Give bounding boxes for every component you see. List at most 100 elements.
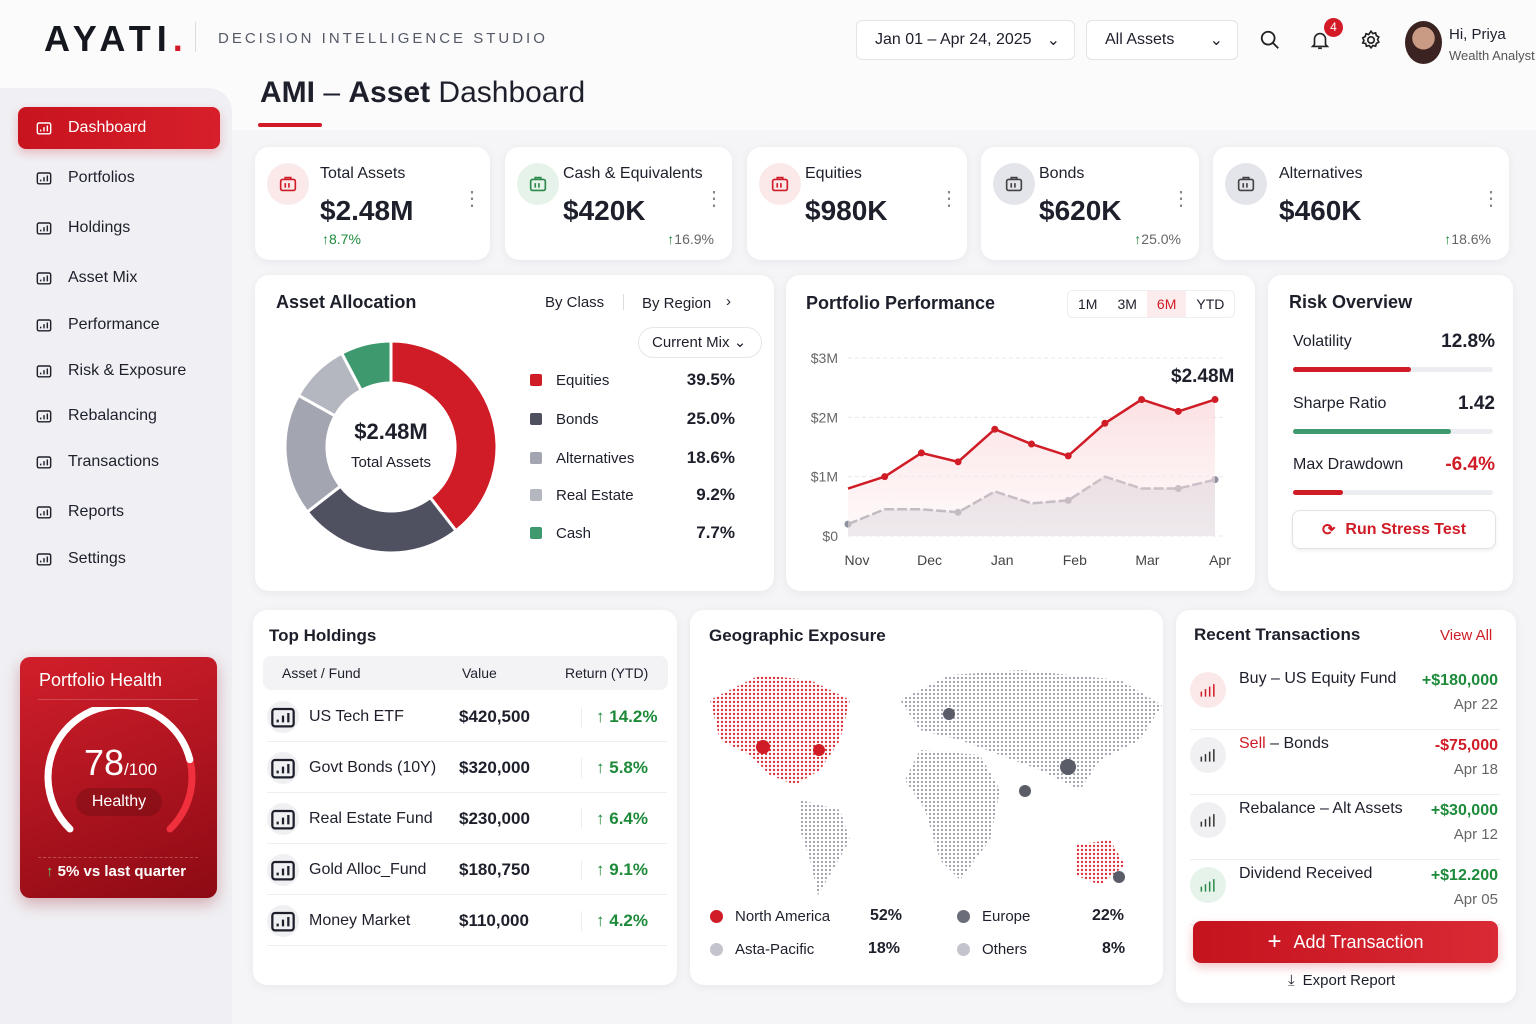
sidebar-item-holdings[interactable]: Holdings <box>18 207 220 249</box>
more-options-icon[interactable]: ⋮ <box>939 188 959 210</box>
search-icon[interactable] <box>1256 26 1284 54</box>
donut-slice-equities[interactable] <box>389 339 499 533</box>
allocation-donut <box>283 339 499 555</box>
col-return: Return (YTD) <box>565 665 649 681</box>
sidebar-item-settings[interactable]: Settings <box>18 538 220 580</box>
kpi-card-equities[interactable]: Equities $980K ⋮ <box>747 147 967 260</box>
geo-legend-item: Others <box>957 941 1027 958</box>
transaction-row[interactable]: Sell – Bonds -$75,000 Apr 18 <box>1190 731 1500 795</box>
sidebar-item-risk-exposure[interactable]: Risk & Exposure <box>18 350 220 392</box>
legend-item: Cash 7.7% <box>530 523 735 543</box>
sidebar-item-dashboard[interactable]: Dashboard <box>18 107 220 149</box>
health-gauge <box>44 707 196 833</box>
building-icon <box>267 802 299 835</box>
kpi-label: Total Assets <box>320 165 406 182</box>
logo[interactable]: AYATI. <box>44 18 189 59</box>
title-underline <box>258 123 322 127</box>
more-options-icon[interactable]: ⋮ <box>462 188 482 210</box>
kpi-card-total-assets[interactable]: Total Assets $2.48M ↑8.7% ⋮ <box>255 147 490 260</box>
legend-dot <box>710 943 723 956</box>
holding-row[interactable]: Govt Bonds (10Y) $320,000 ↑ 5.8% <box>267 743 667 793</box>
tab-by-region[interactable]: By Region <box>642 295 712 312</box>
legend-dot <box>710 910 723 923</box>
y-tick-label: $2M <box>811 409 838 425</box>
more-options-icon[interactable]: ⋮ <box>1171 188 1191 210</box>
more-options-icon[interactable]: ⋮ <box>1481 188 1501 210</box>
holding-row[interactable]: Real Estate Fund $230,000 ↑ 6.4% <box>267 794 667 844</box>
risk-bar <box>1293 367 1493 372</box>
sidebar-item-asset-mix[interactable]: Asset Mix <box>18 257 220 299</box>
risk-title: Risk Overview <box>1289 292 1413 312</box>
arrow-up-icon: ↑ <box>1444 231 1452 247</box>
transaction-row[interactable]: Rebalance – Alt Assets +$30,000 Apr 12 <box>1190 796 1500 860</box>
data-point <box>1101 419 1109 427</box>
add-transaction-button[interactable]: + Add Transaction <box>1193 921 1498 963</box>
map-marker <box>1060 759 1076 775</box>
kpi-label: Alternatives <box>1279 165 1363 182</box>
range-3m[interactable]: 3M <box>1117 296 1137 312</box>
x-tick-label: Nov <box>845 552 870 568</box>
transaction-row[interactable]: Dividend Received +$12.200 Apr 05 <box>1190 861 1500 925</box>
asset-filter-dropdown[interactable]: All Assets ⌄ <box>1086 20 1238 60</box>
sidebar-item-reports[interactable]: Reports <box>18 491 220 533</box>
user-greeting: Hi, Priya <box>1449 26 1506 43</box>
donut-center-value: $2.48M <box>354 419 428 444</box>
x-tick-label: Jan <box>991 552 1014 568</box>
sidebar-item-rebalancing[interactable]: Rebalancing <box>18 395 220 437</box>
legend-dot <box>957 910 970 923</box>
data-point <box>1028 440 1035 448</box>
legend-item: Equities 39.5% <box>530 370 735 390</box>
range-ytd[interactable]: YTD <box>1196 296 1225 312</box>
export-report-button[interactable]: ⤓ Export Report <box>1288 972 1396 989</box>
legend-item: Alternatives 18.6% <box>530 448 735 468</box>
kpi-card-cash-equivalents[interactable]: Cash & Equivalents $420K ↑16.9% ⋮ <box>505 147 732 260</box>
more-options-icon[interactable]: ⋮ <box>704 188 724 210</box>
sidebar-item-portfolios[interactable]: Portfolios <box>18 157 220 199</box>
arrow-up-icon: ↑ <box>322 231 329 247</box>
holding-row[interactable]: Money Market $110,000 ↑ 4.2% <box>267 896 667 946</box>
data-point <box>881 473 889 481</box>
data-point <box>917 449 925 457</box>
app-subtitle: DECISION INTELLIGENCE STUDIO <box>218 30 548 47</box>
plus-icon: + <box>1267 928 1282 955</box>
map-marker <box>1113 871 1125 883</box>
gear-icon[interactable] <box>1357 26 1385 54</box>
data-point <box>954 458 962 466</box>
range-1m[interactable]: 1M <box>1078 296 1098 312</box>
chevron-right-icon[interactable]: › <box>726 293 731 310</box>
range-6m[interactable]: 6M <box>1146 291 1187 317</box>
tab-by-class[interactable]: By Class <box>545 294 605 311</box>
arrow-up-icon: ↑ <box>667 231 675 247</box>
sidebar-item-transactions[interactable]: Transactions <box>18 441 220 483</box>
arrow-up-icon: ↑ <box>596 808 610 828</box>
run-stress-test-button[interactable]: ⟳ Run Stress Test <box>1292 510 1496 549</box>
kpi-card-bonds[interactable]: Bonds $620K ↑25.0% ⋮ <box>981 147 1199 260</box>
bar-chart-icon <box>34 315 54 335</box>
holding-row[interactable]: US Tech ETF $420,500 ↑ 14.2% <box>267 692 667 742</box>
sidebar-item-performance[interactable]: Performance <box>18 304 220 346</box>
bell-icon[interactable] <box>1306 26 1334 54</box>
geo-legend-value: 18% <box>868 940 901 957</box>
transactions-title: Recent Transactions <box>1194 625 1361 644</box>
growth-chart-icon <box>1190 672 1226 708</box>
health-gauge-fill <box>44 707 196 833</box>
health-score: 78/100 <box>84 742 158 783</box>
avatar[interactable] <box>1405 21 1442 64</box>
mix-dropdown[interactable]: Current Mix ⌄ <box>638 327 762 358</box>
chevron-down-icon: ⌄ <box>1209 32 1223 49</box>
equities-icon <box>759 163 801 205</box>
kpi-card-alternatives[interactable]: Alternatives $460K ↑18.6% ⋮ <box>1213 147 1509 260</box>
holding-row[interactable]: Gold Alloc_Fund $180,750 ↑ 9.1% <box>267 845 667 895</box>
top-bar <box>0 0 1536 130</box>
chevron-down-icon: ⌄ <box>1046 32 1060 49</box>
date-range-dropdown[interactable]: Jan 01 – Apr 24, 2025 ⌄ <box>856 20 1075 60</box>
view-all-link[interactable]: View All <box>1440 627 1493 644</box>
asset-allocation-title: Asset Allocation <box>276 292 417 312</box>
transaction-row[interactable]: Buy – US Equity Fund +$180,000 Apr 22 <box>1190 666 1500 730</box>
bonds-chart-icon <box>993 163 1035 205</box>
x-tick-label: Dec <box>917 552 942 568</box>
holdings-icon <box>34 218 54 238</box>
risk-icon <box>34 361 54 381</box>
bar-chart-icon <box>267 700 299 733</box>
donut-slice-cash[interactable] <box>339 339 393 393</box>
